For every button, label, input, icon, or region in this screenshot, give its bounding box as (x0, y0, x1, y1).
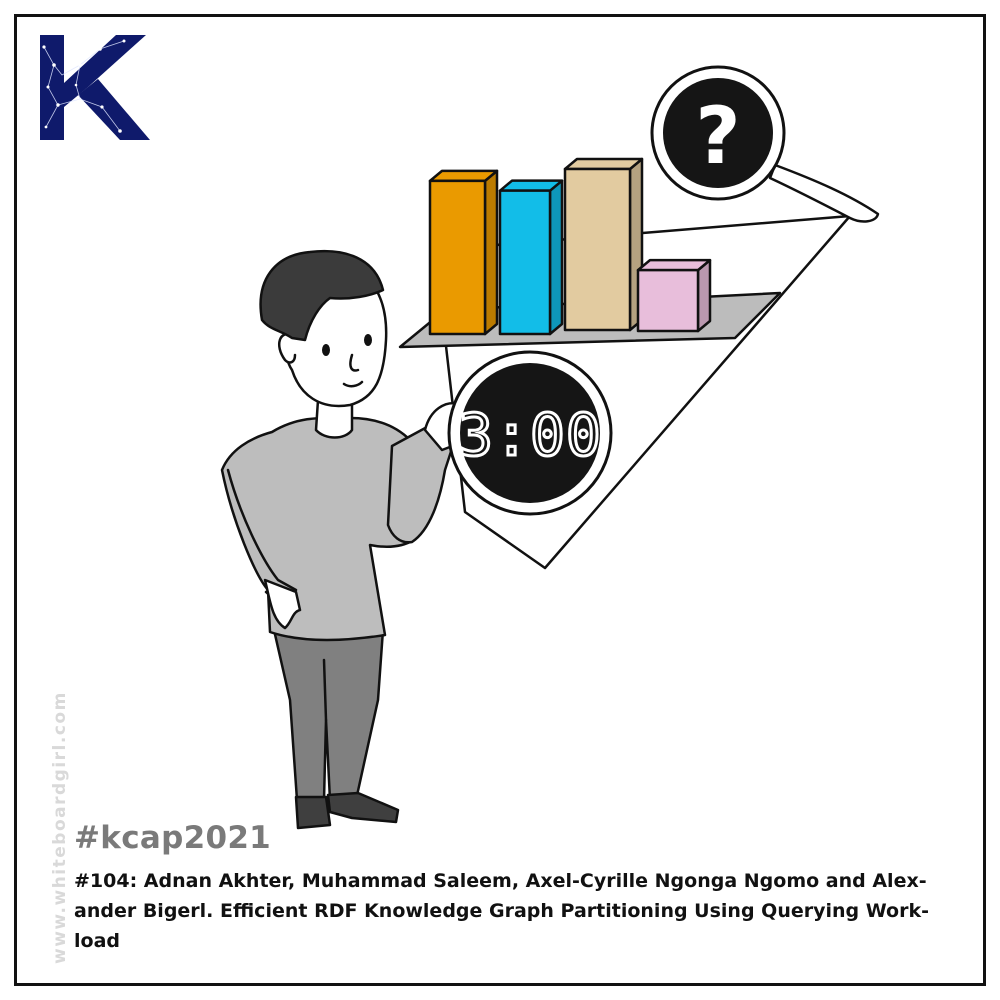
bar-front (636, 268, 700, 333)
bar-top (428, 169, 499, 183)
caption-line-2: ander Bigerl. Efficient RDF Knowledge Gr… (74, 900, 929, 922)
bar-top (563, 157, 644, 171)
chart-bar (636, 258, 712, 333)
bar-top (636, 258, 712, 272)
kcap-logo (40, 35, 150, 140)
digital-clock: 3:00 (447, 350, 613, 516)
person-hip-hand (263, 578, 302, 630)
chart-bar (428, 169, 499, 336)
caption-line-1: #104: Adnan Akhter, Muhammad Saleem, Axe… (74, 870, 927, 892)
person-raised-arm (386, 418, 460, 544)
person-figure (220, 249, 464, 830)
question-mark: ? (695, 92, 740, 182)
bar-chart (428, 157, 712, 336)
logo-letter-k (40, 35, 150, 140)
bar-front (498, 189, 552, 336)
caption-line-3: load (74, 930, 120, 952)
chart-bar (563, 157, 644, 332)
magnifier-icon: ? (650, 65, 880, 223)
bar-side (548, 179, 564, 336)
bar-side (696, 258, 712, 333)
bar-top (498, 179, 564, 192)
website-watermark: www.whiteboardgirl.com (50, 691, 70, 964)
person-legs (272, 628, 385, 802)
event-hashtag: #kcap2021 (74, 820, 272, 856)
chart-bar (498, 179, 564, 336)
bar-side (483, 169, 499, 336)
paper-caption: #104: Adnan Akhter, Muhammad Saleem, Axe… (74, 866, 964, 956)
bar-front (428, 179, 487, 336)
clock-time: 3:00 (458, 401, 602, 469)
person-hair (259, 249, 385, 342)
bar-front (563, 167, 632, 332)
person-shoes (294, 791, 400, 830)
